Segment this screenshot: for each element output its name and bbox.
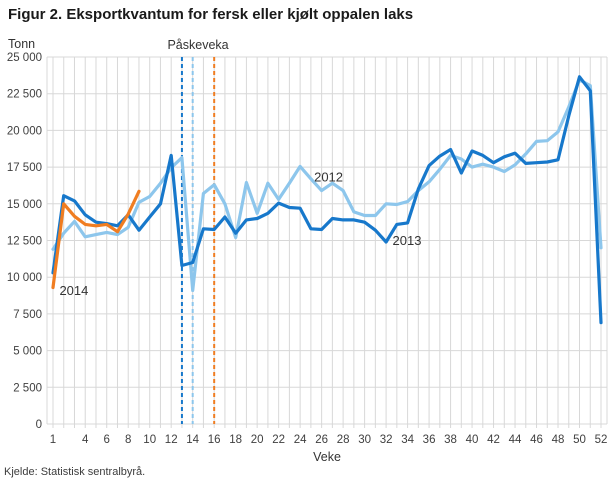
- series-line-2013: [51, 75, 603, 325]
- chart-title: Figur 2. Eksportkvantum for fersk eller …: [8, 6, 414, 23]
- series-label-2013: 2013: [393, 233, 422, 248]
- x-tick-label: 52: [595, 434, 608, 446]
- x-tick-label: 22: [272, 434, 285, 446]
- y-tick-label: 7 500: [13, 309, 42, 321]
- y-tick-label: 2 500: [13, 382, 42, 394]
- series-line-2012: [51, 78, 603, 292]
- y-tick-label: 22 500: [7, 89, 42, 101]
- series-label-2014: 2014: [59, 283, 88, 298]
- x-axis-title: Veke: [313, 450, 341, 464]
- x-tick-label: 6: [104, 434, 110, 446]
- x-tick-label: 28: [337, 434, 350, 446]
- x-tick-label: 34: [401, 434, 414, 446]
- y-tick-label: 25 000: [7, 52, 42, 64]
- x-tick-label: 20: [251, 434, 264, 446]
- y-tick-label: 10 000: [7, 272, 42, 284]
- source-note: Kjelde: Statistisk sentralbyrå.: [4, 466, 146, 478]
- y-tick-label: 15 000: [7, 199, 42, 211]
- x-tick-label: 16: [208, 434, 221, 446]
- x-tick-label: 30: [358, 434, 371, 446]
- series-label-2012: 2012: [314, 169, 343, 184]
- y-tick-label: 5 000: [13, 346, 42, 358]
- x-tick-label: 38: [444, 434, 457, 446]
- x-tick-label: 46: [530, 434, 543, 446]
- x-tick-label: 32: [380, 434, 393, 446]
- y-tick-label: 0: [36, 419, 42, 431]
- y-tick-label: 20 000: [7, 125, 42, 137]
- y-tick-label: 17 500: [7, 162, 42, 174]
- x-tick-label: 48: [552, 434, 565, 446]
- x-tick-label: 8: [125, 434, 131, 446]
- easter-week-label: Påskeveka: [167, 38, 228, 52]
- x-tick-label: 36: [423, 434, 436, 446]
- x-tick-label: 50: [573, 434, 586, 446]
- series-line-2014: [51, 189, 141, 290]
- x-tick-label: 40: [466, 434, 479, 446]
- x-tick-label: 1: [50, 434, 56, 446]
- x-tick-label: 18: [229, 434, 242, 446]
- x-tick-label: 14: [186, 434, 199, 446]
- x-tick-label: 24: [294, 434, 307, 446]
- y-axis-title: Tonn: [8, 37, 35, 51]
- x-tick-label: 26: [315, 434, 328, 446]
- y-tick-label: 12 500: [7, 236, 42, 248]
- x-tick-label: 12: [165, 434, 178, 446]
- x-tick-label: 4: [82, 434, 89, 446]
- x-tick-label: 42: [487, 434, 500, 446]
- x-tick-label: 10: [143, 434, 156, 446]
- x-tick-label: 44: [509, 434, 522, 446]
